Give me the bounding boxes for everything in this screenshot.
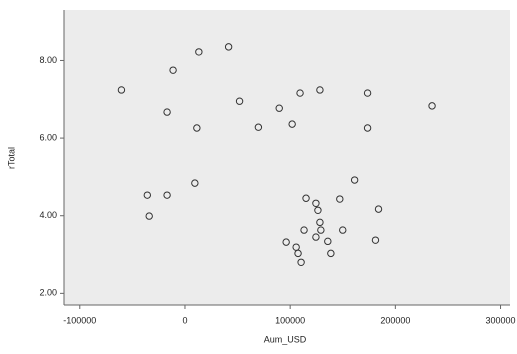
point: [363, 124, 372, 132]
point: [294, 249, 302, 258]
y-tick-label: 2.00: [39, 288, 57, 298]
x-tick-label: 0: [182, 315, 187, 325]
point: [316, 86, 324, 94]
point: [224, 43, 233, 51]
x-tick-label: 100000: [275, 315, 305, 325]
point: [312, 199, 320, 208]
x-tick-label: 200000: [380, 315, 410, 325]
point: [163, 108, 171, 116]
point: [350, 176, 359, 184]
point: [288, 120, 296, 128]
x-tick-label: -100000: [63, 315, 96, 325]
point: [374, 205, 383, 213]
point: [371, 236, 380, 244]
plot-area: [64, 10, 510, 305]
point: [195, 48, 203, 56]
point: [312, 233, 320, 241]
point: [297, 258, 305, 267]
point: [193, 124, 201, 132]
point: [339, 226, 347, 234]
point: [145, 212, 153, 220]
point: [191, 179, 199, 187]
point: [143, 191, 152, 199]
point: [300, 226, 308, 234]
point: [302, 194, 310, 202]
point: [254, 123, 263, 131]
point: [169, 66, 177, 74]
point: [317, 226, 325, 234]
point: [327, 249, 335, 258]
x-axis-title: Aum_USD: [264, 334, 307, 344]
point: [296, 89, 304, 97]
y-axis-title: rTotal: [6, 147, 16, 169]
point: [275, 104, 283, 112]
point: [163, 191, 171, 199]
y-tick-label: 4.00: [39, 210, 57, 220]
x-tick-label: 300000: [486, 315, 516, 325]
point: [336, 195, 344, 203]
point: [314, 206, 322, 214]
point: [282, 238, 290, 246]
point: [428, 102, 436, 110]
point: [117, 86, 126, 94]
point: [235, 97, 244, 105]
y-tick-label: 8.00: [39, 55, 57, 65]
point: [324, 237, 332, 246]
point: [316, 218, 324, 227]
y-tick-label: 6.00: [39, 132, 57, 142]
point: [363, 89, 372, 97]
